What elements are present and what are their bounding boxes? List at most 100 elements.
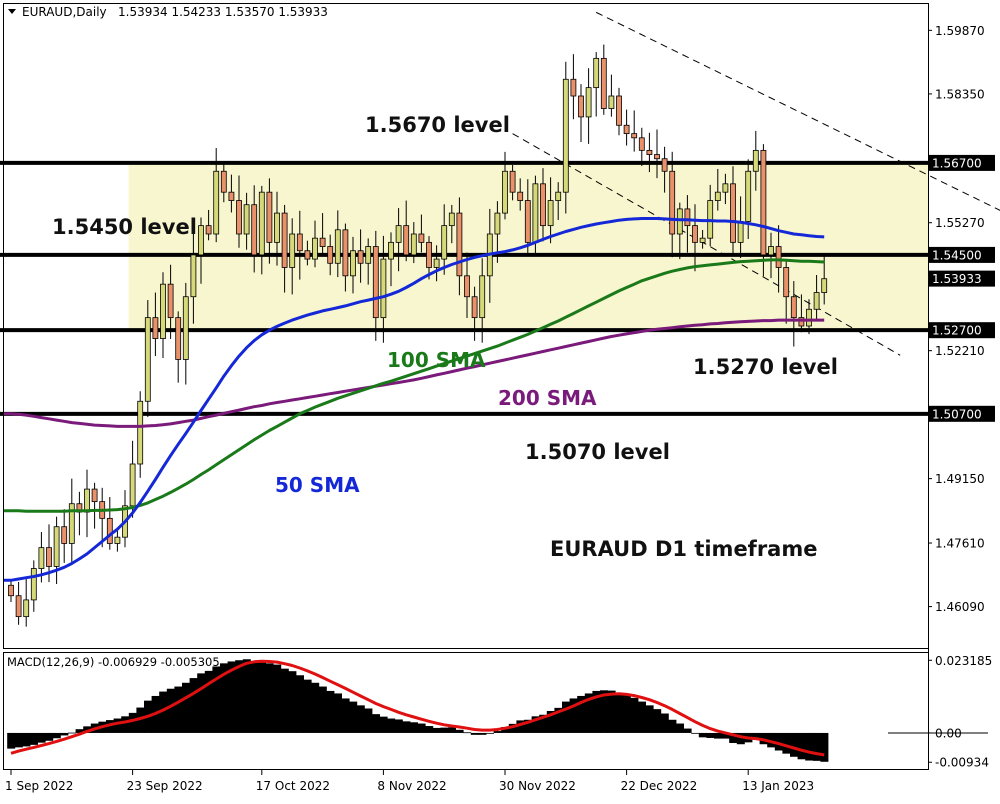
candle-body-30 bbox=[236, 200, 242, 235]
macd-bar-100 bbox=[767, 732, 776, 748]
candle-51 bbox=[395, 208, 402, 272]
candle-89 bbox=[684, 195, 691, 253]
candle-body-45 bbox=[350, 250, 356, 277]
macd-signal-line bbox=[10, 659, 825, 757]
candle-body-62 bbox=[479, 275, 486, 319]
macd-bar-79 bbox=[607, 690, 616, 733]
level-label-2: 1.52700 bbox=[932, 324, 982, 338]
candles bbox=[8, 44, 828, 627]
candle-106 bbox=[813, 274, 820, 320]
annotation-sma50: 50 SMA bbox=[275, 473, 360, 497]
candle-66 bbox=[509, 165, 516, 201]
candle-body-68 bbox=[524, 200, 531, 243]
candle-body-24 bbox=[190, 254, 197, 298]
macd-bar-59 bbox=[455, 729, 464, 733]
candle-body-39 bbox=[304, 250, 311, 260]
candle-body-3 bbox=[30, 568, 37, 601]
candle-2 bbox=[23, 578, 30, 627]
candle-body-59 bbox=[456, 212, 463, 277]
macd-bar-20 bbox=[159, 691, 168, 733]
macd-bar-13 bbox=[106, 720, 114, 733]
candle-body-64 bbox=[494, 212, 501, 235]
level-label-bg-3 bbox=[929, 405, 995, 422]
macd-bar-81 bbox=[622, 695, 631, 733]
candle-body-107 bbox=[821, 278, 828, 293]
candle-body-94 bbox=[722, 183, 729, 193]
candle-body-96 bbox=[737, 221, 744, 243]
candle-55 bbox=[426, 236, 432, 280]
level-label-bg-0 bbox=[929, 154, 995, 171]
candle-body-25 bbox=[198, 225, 204, 256]
candle-body-90 bbox=[692, 225, 698, 243]
macd-bar-35 bbox=[273, 664, 282, 733]
macd-bar-54 bbox=[417, 723, 426, 733]
candle-75 bbox=[578, 84, 584, 142]
candle-65 bbox=[502, 151, 508, 220]
macd-bar-48 bbox=[372, 714, 380, 733]
macd-bar-80 bbox=[615, 692, 624, 733]
macd-bar-65 bbox=[501, 726, 510, 733]
x-tick-label-6: 13 Jan 2023 bbox=[742, 779, 814, 793]
candle-87 bbox=[669, 151, 676, 258]
candle-30 bbox=[236, 175, 242, 248]
candle-46 bbox=[357, 229, 364, 283]
annotation-level-1507: 1.5070 level bbox=[525, 440, 670, 464]
annotation-sma200: 200 SMA bbox=[498, 386, 597, 410]
y-tick-label-2: 1.55270 bbox=[935, 216, 985, 230]
candle-body-69 bbox=[532, 183, 539, 243]
symbol-title: EURAUD,Daily bbox=[22, 5, 107, 19]
macd-bar-49 bbox=[379, 716, 388, 733]
candle-body-98 bbox=[752, 149, 759, 172]
menu-triangle-icon[interactable] bbox=[8, 9, 16, 14]
candle-45 bbox=[350, 236, 356, 294]
price-label-bg bbox=[929, 270, 995, 287]
candle-body-102 bbox=[783, 267, 790, 298]
macd-bar-71 bbox=[546, 711, 555, 733]
macd-bar-92 bbox=[706, 732, 715, 738]
candle-body-23 bbox=[182, 296, 189, 360]
candle-6 bbox=[53, 516, 60, 585]
candle-1 bbox=[15, 581, 22, 625]
candle-24 bbox=[190, 233, 197, 324]
x-tick-label-4: 30 Nov 2022 bbox=[499, 779, 576, 793]
sma100-line bbox=[4, 258, 825, 513]
macd-bar-84 bbox=[645, 705, 654, 733]
macd-bar-89 bbox=[683, 728, 692, 733]
candle-81 bbox=[623, 109, 630, 146]
macd-bar-64 bbox=[493, 731, 502, 733]
macd-bar-41 bbox=[318, 686, 327, 733]
candle-86 bbox=[661, 146, 668, 193]
candle-body-86 bbox=[661, 158, 668, 172]
macd-title: MACD(12,26,9) -0.006929 -0.005305 bbox=[7, 655, 220, 669]
candle-body-28 bbox=[220, 170, 227, 193]
sma200-line bbox=[4, 318, 825, 428]
candle-80 bbox=[616, 87, 622, 136]
candle-76 bbox=[585, 68, 592, 144]
macd-bar-96 bbox=[736, 732, 745, 745]
candle-67 bbox=[517, 178, 524, 211]
candle-28 bbox=[220, 161, 227, 203]
macd-bar-5 bbox=[45, 732, 54, 741]
candle-body-36 bbox=[281, 212, 288, 268]
macd-bar-86 bbox=[660, 713, 669, 733]
candle-body-84 bbox=[646, 149, 653, 155]
macd-bar-31 bbox=[242, 659, 251, 733]
y-tick-label-0: 1.59870 bbox=[935, 24, 985, 38]
level-label-1: 1.54500 bbox=[932, 248, 982, 262]
candle-body-7 bbox=[61, 526, 68, 544]
candle-body-43 bbox=[334, 229, 341, 264]
candle-77 bbox=[593, 52, 600, 117]
macd-bar-38 bbox=[296, 675, 304, 733]
macd-bar-82 bbox=[630, 697, 639, 733]
macd-bar-17 bbox=[136, 707, 145, 733]
macd-bar-75 bbox=[577, 695, 586, 733]
macd-bar-23 bbox=[182, 682, 190, 733]
candle-100 bbox=[768, 232, 774, 279]
macd-bar-60 bbox=[463, 732, 472, 734]
candle-21 bbox=[167, 264, 174, 339]
macd-bar-33 bbox=[258, 660, 266, 733]
macd-bar-47 bbox=[364, 708, 373, 733]
candle-78 bbox=[600, 44, 607, 115]
candle-body-83 bbox=[638, 137, 645, 151]
macd-bar-50 bbox=[387, 718, 396, 733]
